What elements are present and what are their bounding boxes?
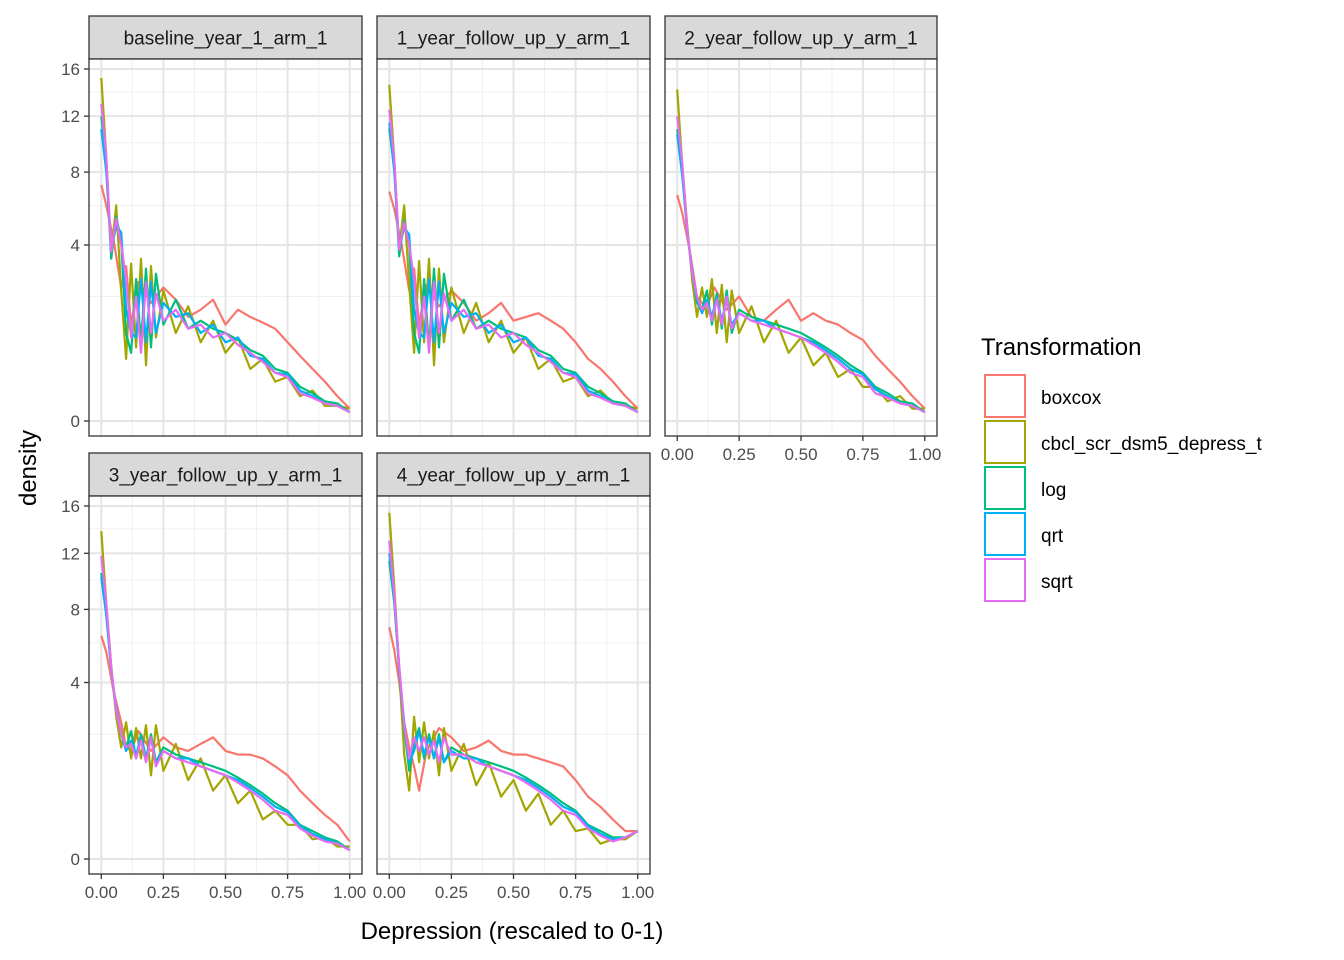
gridlines <box>377 59 650 436</box>
facet-panel: 4_year_follow_up_y_arm_1 0.00 0.25 0.50 0.75… <box>373 452 654 902</box>
facet-strip <box>88 452 363 497</box>
legend-item: boxcox <box>984 374 1102 418</box>
panel-border <box>88 58 363 437</box>
facet-strip-label: 3_year_follow_up_y_arm_1 <box>109 466 342 487</box>
y-tick-label: 12 <box>61 107 80 126</box>
series-line-sqrt <box>676 116 926 414</box>
y-tick-label: 16 <box>61 497 80 516</box>
facet-panel: 3_year_follow_up_y_arm_1 0 4 8 12 16 0.00 0.25 0… <box>61 452 366 902</box>
y-axis-title: density <box>15 430 42 506</box>
x-tick-label: 1.00 <box>333 883 366 902</box>
x-tick-label: 0.75 <box>559 883 592 902</box>
legend-title: Transformation <box>981 334 1142 361</box>
legend-key <box>984 466 1026 510</box>
legend-label: boxcox <box>1041 388 1102 409</box>
facet-strip <box>376 452 651 497</box>
facet-strip-label: 2_year_follow_up_y_arm_1 <box>684 29 917 50</box>
x-tick-label: 0.00 <box>661 445 694 464</box>
panel-border <box>376 58 651 437</box>
legend-item: sqrt <box>984 558 1073 602</box>
series-line-sqrt <box>388 540 639 843</box>
gridlines <box>89 59 362 436</box>
series-line-sqrt <box>388 109 639 414</box>
x-tick-label: 0.25 <box>147 883 180 902</box>
gridlines <box>377 496 650 874</box>
legend-item: cbcl_scr_dsm5_depress_t <box>984 420 1262 464</box>
facet-strip-label: 4_year_follow_up_y_arm_1 <box>397 466 630 487</box>
gridlines <box>89 496 362 874</box>
y-tick-label: 16 <box>61 60 80 79</box>
series-lines <box>100 531 351 852</box>
x-tick-label: 0.50 <box>209 883 242 902</box>
axis-titles: Depression (rescaled to 0-1) density <box>15 430 663 945</box>
y-tick-label: 4 <box>71 236 80 255</box>
series-line-qrt <box>676 134 926 414</box>
series-lines <box>388 84 639 414</box>
series-lines <box>100 77 351 414</box>
legend-key <box>984 420 1026 464</box>
facet-strip <box>88 15 363 60</box>
x-tick-label: 0.75 <box>846 445 879 464</box>
x-tick-label: 0.50 <box>784 445 817 464</box>
y-tick-label: 0 <box>71 850 80 869</box>
legend-item: log <box>984 466 1066 510</box>
legend-label: sqrt <box>1041 572 1073 593</box>
legend: Transformation boxcox cbcl_scr_dsm5_depre… <box>981 334 1262 602</box>
legend-item: qrt <box>984 512 1064 556</box>
series-lines <box>388 512 639 845</box>
series-line-sqrt <box>100 103 351 414</box>
facet-panel: baseline_year_1_arm_1 0 4 8 12 16 <box>61 15 363 437</box>
x-tick-label: 0.25 <box>435 883 468 902</box>
series-line-sqrt <box>100 555 351 852</box>
y-tick-label: 8 <box>71 163 80 182</box>
facet-strip-label: 1_year_follow_up_y_arm_1 <box>397 29 630 50</box>
x-tick-label: 0.00 <box>85 883 118 902</box>
legend-key <box>984 374 1026 418</box>
y-tick-label: 8 <box>71 600 80 619</box>
legend-label: qrt <box>1041 526 1064 547</box>
y-tick-label: 4 <box>71 674 80 693</box>
x-tick-label: 1.00 <box>908 445 941 464</box>
x-axis-title: Depression (rescaled to 0-1) <box>361 918 664 945</box>
series-line-qrt <box>100 128 351 414</box>
facets-layer: baseline_year_1_arm_1 0 4 8 12 16 1_year_follo… <box>61 15 941 902</box>
y-tick-label: 0 <box>71 412 80 431</box>
x-tick-label: 0.25 <box>723 445 756 464</box>
series-line-boxcox <box>676 194 926 410</box>
facet-panel: 2_year_follow_up_y_arm_1 0.00 0.25 0.50 0.75… <box>661 15 941 464</box>
series-line-cbcl-scr-dsm5-depress-t <box>100 531 350 848</box>
legend-key <box>984 512 1026 556</box>
legend-label: log <box>1041 480 1066 501</box>
legend-label: cbcl_scr_dsm5_depress_t <box>1041 434 1262 455</box>
facet-panel: 1_year_follow_up_y_arm_1 <box>376 15 651 437</box>
series-line-qrt <box>388 122 639 414</box>
series-lines <box>676 89 926 414</box>
x-tick-label: 0.00 <box>373 883 406 902</box>
x-tick-label: 1.00 <box>621 883 654 902</box>
legend-key <box>984 558 1026 602</box>
x-tick-label: 0.75 <box>271 883 304 902</box>
y-tick-label: 12 <box>61 544 80 563</box>
series-line-boxcox <box>388 626 638 833</box>
x-tick-label: 0.50 <box>497 883 530 902</box>
facet-strip-label: baseline_year_1_arm_1 <box>124 29 328 50</box>
